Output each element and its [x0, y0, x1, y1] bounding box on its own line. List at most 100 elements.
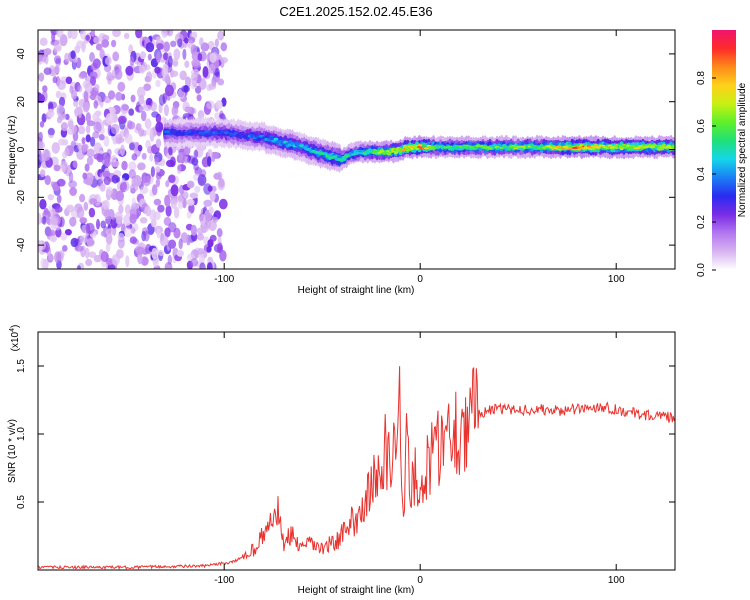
noise-speckle	[153, 211, 161, 221]
noise-speckle	[137, 162, 146, 171]
noise-speckle	[57, 113, 67, 121]
noise-speckle	[131, 153, 138, 161]
noise-speckle	[180, 232, 189, 244]
noise-speckle	[51, 142, 60, 154]
snr-y-ticks: 0.5 1.0 1.5	[16, 359, 675, 509]
noise-speckle	[213, 172, 221, 180]
ridge-cell	[447, 145, 453, 148]
noise-speckle	[107, 264, 116, 269]
noise-speckle	[189, 192, 198, 199]
noise-speckle	[38, 94, 45, 104]
ridge-cell	[666, 145, 672, 148]
noise-speckle	[108, 90, 116, 100]
noise-speckle	[61, 165, 66, 173]
noise-speckle	[38, 213, 42, 225]
ridge-cell	[219, 130, 225, 134]
colorbar-ticks: 0.0 0.2 0.4 0.6 0.8	[696, 71, 716, 277]
noise-speckle	[164, 75, 171, 84]
noise-speckle	[181, 85, 191, 93]
noise-speckle	[145, 42, 155, 53]
noise-speckle	[208, 63, 216, 74]
noise-speckle	[83, 90, 89, 102]
noise-speckle	[184, 37, 189, 44]
noise-speckle	[170, 40, 177, 47]
noise-speckle	[207, 156, 212, 167]
ridge-cell	[487, 147, 493, 150]
snr-x-label: Height of straight line (km)	[298, 585, 415, 596]
ridge-cell	[188, 132, 194, 136]
snr-background	[38, 332, 675, 570]
noise-speckle	[124, 133, 133, 144]
noise-speckle	[81, 137, 86, 145]
noise-speckle	[39, 198, 47, 210]
noise-speckle	[153, 198, 162, 206]
noise-speckle	[155, 178, 161, 188]
noise-speckle	[167, 254, 172, 265]
noise-speckle	[56, 104, 65, 115]
noise-speckle	[140, 51, 146, 60]
noise-speckle	[168, 222, 177, 233]
noise-speckle	[170, 199, 177, 209]
noise-speckle	[221, 97, 227, 107]
noise-speckle	[177, 151, 186, 164]
noise-speckle	[190, 258, 199, 267]
ridge-cell	[511, 144, 516, 148]
noise-speckle	[170, 70, 179, 77]
noise-speckle	[190, 224, 197, 236]
noise-speckle	[173, 48, 181, 60]
noise-speckle	[166, 159, 175, 168]
ridge-cell	[555, 145, 561, 148]
noise-speckle	[139, 64, 146, 74]
noise-speckle	[176, 250, 184, 257]
ridge-cell	[405, 147, 411, 150]
figure-title: C2E1.2025.152.02.45.E36	[279, 4, 432, 19]
noise-speckle	[190, 68, 200, 78]
noise-speckle	[44, 175, 51, 186]
ridge-cell	[290, 141, 295, 145]
noise-speckle	[128, 44, 134, 54]
noise-speckle	[216, 228, 223, 238]
noise-speckle	[161, 30, 169, 38]
noise-speckle	[217, 30, 225, 41]
noise-speckle	[199, 262, 206, 269]
noise-speckle	[209, 52, 217, 63]
noise-speckle	[168, 239, 177, 249]
ridge-cell	[635, 146, 641, 150]
y-tick-label: 0.5	[16, 495, 27, 509]
noise-speckle	[155, 79, 161, 88]
noise-speckle	[198, 78, 207, 90]
noise-speckle	[53, 164, 61, 172]
noise-speckle	[98, 134, 105, 141]
noise-speckle	[144, 206, 151, 215]
snr-y-label: SNR (10 * v/v)	[7, 419, 18, 483]
noise-speckle	[56, 194, 62, 204]
noise-speckle	[92, 58, 101, 69]
noise-speckle	[48, 254, 54, 261]
noise-speckle	[203, 199, 213, 207]
noise-speckle	[215, 100, 223, 110]
noise-speckle	[85, 247, 90, 259]
noise-speckle	[85, 34, 90, 41]
noise-speckle	[220, 57, 228, 64]
noise-speckle	[125, 255, 130, 268]
x-tick-label: 0	[417, 575, 423, 586]
noise-speckle	[105, 228, 115, 236]
noise-speckle	[74, 45, 81, 54]
noise-speckle	[58, 96, 66, 107]
noise-speckle	[38, 72, 45, 82]
colorbar-tick-label: 0.4	[696, 167, 707, 181]
noise-speckle	[57, 80, 66, 90]
noise-speckle	[143, 83, 152, 91]
noise-speckle	[191, 59, 201, 67]
noise-speckle	[71, 125, 78, 134]
noise-speckle	[184, 106, 191, 113]
ridge-cell	[379, 150, 385, 153]
noise-speckle	[49, 215, 59, 226]
noise-speckle	[151, 184, 158, 196]
noise-speckle	[38, 53, 44, 65]
noise-speckle	[154, 66, 161, 74]
noise-speckle	[117, 232, 125, 241]
noise-speckle	[115, 217, 122, 225]
noise-speckle	[115, 190, 124, 202]
noise-speckle	[124, 227, 132, 238]
